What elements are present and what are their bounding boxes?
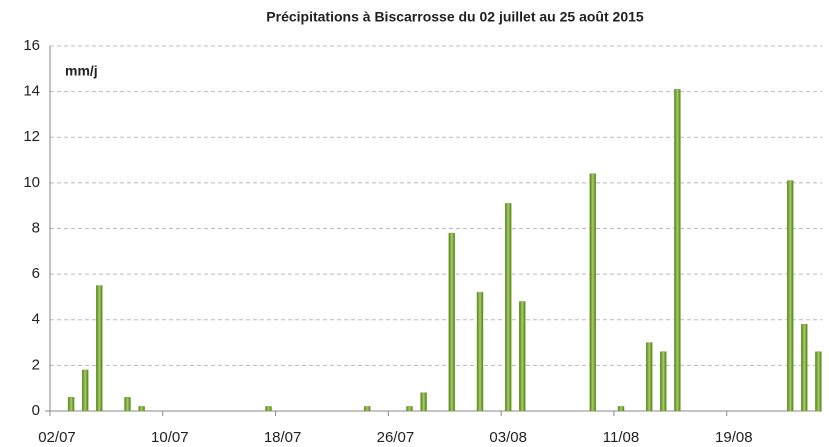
bar bbox=[645, 342, 653, 412]
y-tick-label: 12 bbox=[23, 128, 40, 145]
bar bbox=[420, 392, 427, 412]
bar bbox=[96, 285, 103, 412]
bar bbox=[81, 369, 89, 412]
bar bbox=[674, 89, 681, 412]
x-tick-label: 02/07 bbox=[38, 429, 76, 446]
bar bbox=[448, 232, 456, 412]
x-tick-label: 18/07 bbox=[264, 429, 302, 446]
bar bbox=[801, 324, 808, 412]
y-tick-label: 14 bbox=[23, 83, 40, 100]
bar bbox=[815, 351, 822, 412]
x-tick-label: 26/07 bbox=[377, 429, 415, 446]
y-tick-label: 2 bbox=[32, 356, 40, 373]
y-tick-label: 10 bbox=[23, 174, 40, 191]
y-tick-label: 16 bbox=[23, 37, 40, 54]
bar bbox=[504, 203, 512, 412]
x-tick-label: 11/08 bbox=[603, 429, 639, 446]
bar bbox=[476, 292, 484, 412]
bar bbox=[138, 406, 145, 412]
bar bbox=[617, 406, 625, 412]
y-tick-label: 0 bbox=[32, 402, 40, 419]
bar bbox=[589, 173, 597, 412]
y-tick-label: 8 bbox=[32, 219, 40, 236]
x-tick-label: 03/08 bbox=[489, 429, 527, 446]
chart-title: Précipitations à Biscarrosse du 02 juill… bbox=[266, 9, 644, 25]
bar bbox=[660, 351, 667, 412]
bar bbox=[786, 180, 794, 412]
bar bbox=[124, 397, 131, 412]
bar bbox=[519, 301, 526, 412]
bar bbox=[265, 406, 272, 412]
y-axis-unit: mm/j bbox=[65, 63, 98, 79]
bar bbox=[363, 406, 371, 412]
bar bbox=[67, 397, 75, 412]
y-tick-label: 4 bbox=[32, 311, 40, 328]
bar bbox=[406, 406, 413, 412]
x-tick-label: 10/07 bbox=[151, 429, 189, 446]
x-tick-label: 19/08 bbox=[715, 429, 753, 446]
y-tick-label: 6 bbox=[32, 265, 40, 282]
